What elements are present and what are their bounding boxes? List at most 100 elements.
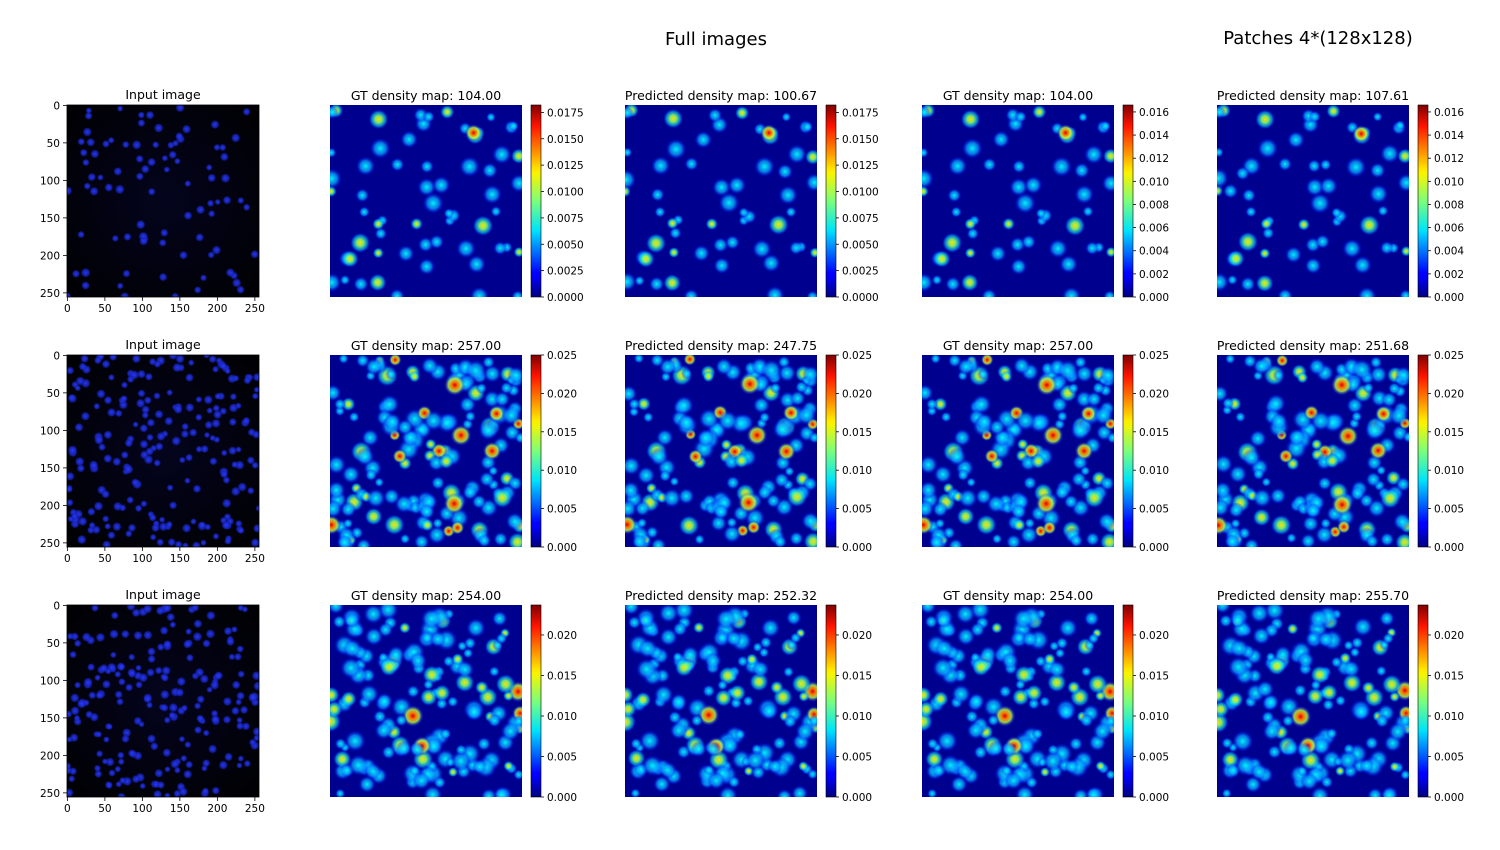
- density-blob: [692, 244, 710, 262]
- density-blob: [1351, 358, 1373, 381]
- density-blob: [355, 447, 375, 467]
- input-cell-dot: [167, 537, 176, 547]
- density-blob: [1334, 694, 1347, 707]
- density-blob: [1024, 517, 1036, 529]
- density-blob: [1235, 166, 1250, 181]
- density-blob: [786, 486, 808, 508]
- input-cell-dot: [131, 608, 141, 618]
- colorbar-tick-label: 0.025: [842, 350, 872, 362]
- density-blob: [1368, 441, 1388, 461]
- density-blob: [746, 424, 768, 446]
- colorbar-tick-label: 0.005: [842, 751, 872, 763]
- colorbar-tick-label: 0.0100: [547, 187, 584, 199]
- y-tick-label: 200: [40, 500, 60, 512]
- density-blob: [991, 533, 1003, 545]
- density-blob: [363, 605, 384, 625]
- density-blob: [776, 442, 796, 461]
- density-blob: [922, 499, 935, 518]
- density-blob: [1080, 465, 1091, 477]
- density-blob: [1039, 695, 1051, 708]
- density-blob: [669, 476, 680, 487]
- density-blob: [677, 487, 695, 505]
- colorbar-tick-label: 0.010: [1139, 465, 1169, 477]
- density-blob: [693, 621, 705, 634]
- y-tick-label: 150: [40, 713, 60, 725]
- density-blob: [625, 700, 637, 718]
- density-blob: [422, 110, 435, 123]
- density-blob: [469, 286, 489, 297]
- density-blob: [420, 357, 439, 375]
- input-cell-dot: [139, 782, 146, 790]
- input-cell-dot: [147, 157, 157, 167]
- density-blob: [1257, 137, 1279, 159]
- density-blob: [791, 785, 808, 797]
- colorbar-tick-label: 0.0100: [842, 187, 879, 199]
- input-cell-dot: [182, 639, 192, 649]
- density-blob: [1106, 431, 1114, 444]
- density-blob: [947, 538, 964, 547]
- input-cell-dot: [142, 605, 153, 614]
- input-cell-dot: [102, 515, 110, 523]
- input-cell-dot: [127, 749, 136, 758]
- density-blob: [1021, 234, 1036, 250]
- colorbar-tick-label: 0.0025: [842, 266, 879, 278]
- density-blob: [374, 227, 388, 240]
- colorbar-gradient: [530, 354, 542, 548]
- density-blob: [1282, 740, 1300, 757]
- colorbar-tick-label: 0.015: [842, 670, 872, 682]
- density-blob: [1267, 656, 1286, 676]
- input-cell-dot: [121, 734, 130, 744]
- input-cell-dot: [129, 370, 140, 380]
- input-cell-dot: [159, 689, 170, 700]
- density-blob: [1030, 453, 1046, 470]
- input-cell-dot: [81, 632, 92, 642]
- density-blob: [968, 692, 985, 710]
- density-blob: [494, 391, 511, 408]
- density-blob: [1227, 656, 1250, 678]
- input-cell-dot: [178, 786, 189, 797]
- density-blob: [1217, 605, 1231, 614]
- density-blob: [1002, 217, 1015, 231]
- input-cell-dot: [103, 736, 110, 743]
- density-blob: [1278, 448, 1294, 464]
- input-image-title: Input image: [125, 587, 201, 602]
- density-map-blobs: [330, 605, 522, 797]
- density-blob: [385, 368, 397, 380]
- density-blob: [737, 491, 760, 514]
- colorbar-tick-label: 0.002: [1139, 269, 1169, 281]
- input-cell-dot: [236, 691, 246, 701]
- density-blob: [768, 214, 789, 236]
- density-blob: [1056, 124, 1075, 142]
- density-blob: [922, 185, 929, 198]
- input-cell-dot: [205, 164, 213, 171]
- density-blob: [492, 144, 512, 165]
- density-blob: [330, 686, 340, 704]
- density-blob: [1217, 498, 1230, 517]
- density-blob: [965, 709, 979, 724]
- density-blob: [1240, 276, 1256, 292]
- density-blob: [669, 226, 682, 240]
- density-blob: [684, 156, 699, 171]
- density-blob: [392, 448, 408, 464]
- density-blob: [379, 657, 399, 677]
- input-cell-dot: [67, 471, 75, 481]
- colorbar-tick-label: 0.000: [547, 542, 577, 554]
- input-cell-dot: [153, 392, 161, 400]
- density-blob: [947, 447, 967, 467]
- density-blob: [1048, 660, 1066, 679]
- density-blob: [1217, 105, 1226, 119]
- input-cell-dot: [106, 407, 117, 418]
- density-blob: [956, 507, 975, 526]
- density-blob: [1306, 687, 1325, 706]
- input-cell-dot: [243, 759, 252, 768]
- input-cell-dot: [131, 774, 141, 784]
- input-cell-dot: [163, 166, 171, 173]
- density-blob: [809, 247, 817, 259]
- density-blob: [966, 227, 980, 240]
- density-blob: [1061, 286, 1081, 297]
- density-blob: [947, 156, 968, 176]
- density-blob: [1331, 493, 1353, 516]
- input-image-title: Input image: [125, 87, 201, 102]
- density-blob: [1078, 112, 1088, 123]
- density-blob: [1278, 157, 1292, 172]
